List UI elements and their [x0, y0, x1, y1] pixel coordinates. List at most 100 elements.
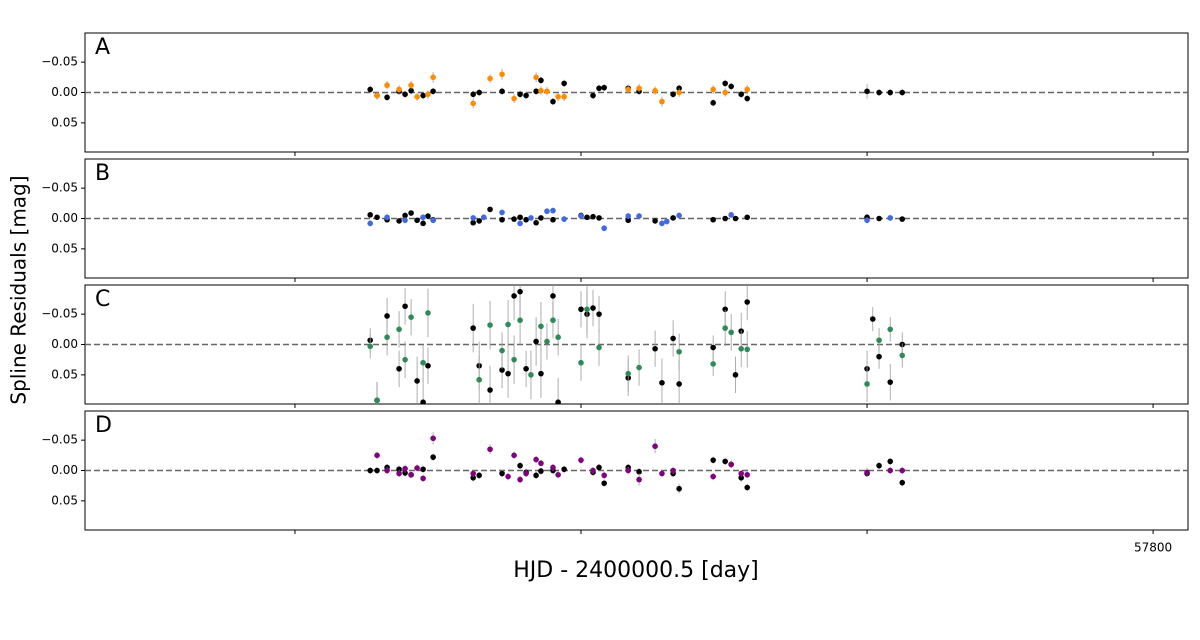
- data-point: [402, 212, 408, 219]
- data-point: [533, 88, 539, 95]
- data-point: [384, 334, 390, 341]
- data-point: [561, 466, 567, 473]
- data-point: [396, 86, 402, 93]
- data-point: [670, 215, 676, 221]
- data-point: [722, 215, 728, 222]
- data-point: [710, 216, 716, 223]
- data-point: [887, 379, 894, 385]
- plot-area: [85, 68, 1188, 109]
- data-point: [476, 89, 482, 96]
- data-point: [470, 91, 476, 98]
- data-point: [636, 213, 642, 219]
- data-point: [538, 460, 544, 467]
- data-point: [476, 218, 482, 224]
- data-point: [670, 467, 676, 474]
- data-point: [659, 379, 665, 386]
- plot-area: [85, 206, 1188, 232]
- data-point: [676, 89, 682, 96]
- data-point: [396, 470, 402, 477]
- data-point: [538, 370, 544, 377]
- data-point: [499, 347, 505, 354]
- data-point: [728, 212, 734, 218]
- data-point: [596, 311, 602, 317]
- data-point: [384, 467, 390, 474]
- y-tick-label: −0.05: [41, 307, 78, 321]
- data-point: [652, 218, 658, 224]
- data-point: [670, 91, 676, 98]
- data-point: [517, 462, 523, 469]
- data-point: [584, 306, 590, 313]
- data-point: [533, 74, 539, 81]
- data-point: [652, 443, 658, 450]
- data-point: [710, 100, 716, 106]
- data-point: [499, 209, 505, 216]
- data-point: [414, 465, 420, 471]
- data-point: [601, 225, 607, 232]
- data-point: [670, 335, 676, 342]
- data-point: [374, 452, 380, 459]
- data-point: [899, 89, 906, 96]
- data-point: [744, 214, 751, 221]
- data-point: [505, 370, 511, 377]
- data-point: [887, 458, 894, 465]
- data-point: [420, 92, 426, 99]
- data-point: [430, 454, 436, 460]
- data-point: [384, 214, 390, 221]
- data-point: [402, 91, 408, 98]
- data-point: [659, 220, 665, 227]
- data-point: [555, 399, 561, 404]
- data-point: [538, 323, 544, 330]
- data-point: [887, 215, 894, 221]
- data-point: [517, 214, 523, 221]
- data-point: [555, 93, 561, 100]
- data-point: [470, 215, 476, 221]
- data-point: [374, 467, 380, 474]
- data-point: [596, 85, 602, 92]
- data-point: [487, 206, 493, 213]
- data-point: [590, 305, 596, 311]
- data-point: [538, 87, 544, 94]
- data-point: [487, 75, 493, 82]
- data-point: [550, 317, 556, 324]
- data-point: [664, 218, 670, 225]
- data-point: [732, 372, 739, 378]
- data-point: [517, 317, 523, 324]
- panel-label: B: [95, 161, 110, 186]
- data-point: [710, 473, 716, 480]
- data-point: [728, 329, 734, 336]
- data-point: [744, 471, 751, 478]
- data-point: [402, 303, 408, 310]
- data-point: [899, 352, 906, 359]
- data-point: [408, 471, 414, 478]
- data-point: [864, 381, 870, 387]
- data-point: [414, 93, 420, 100]
- data-point: [710, 361, 716, 367]
- data-point: [367, 212, 373, 218]
- y-tick-label: 0.00: [51, 211, 78, 225]
- data-point: [420, 475, 426, 482]
- data-point: [402, 470, 408, 476]
- data-point: [676, 212, 682, 219]
- data-point: [374, 92, 380, 99]
- data-point: [555, 471, 561, 478]
- data-point: [676, 348, 682, 355]
- data-point: [578, 306, 584, 313]
- data-point: [499, 88, 505, 95]
- y-tick-label: 0.05: [51, 367, 78, 381]
- data-point: [899, 216, 906, 222]
- y-axis-label: Spline Residuals [mag]: [7, 175, 31, 404]
- data-point: [625, 370, 632, 377]
- data-point: [728, 83, 734, 90]
- data-point: [533, 338, 539, 345]
- data-point: [499, 71, 505, 78]
- data-point: [887, 89, 894, 96]
- data-point: [550, 293, 556, 299]
- data-point: [374, 214, 380, 221]
- data-point: [505, 321, 511, 328]
- data-point: [414, 217, 420, 224]
- data-point: [487, 322, 493, 328]
- data-point: [555, 334, 561, 341]
- data-point: [396, 466, 402, 473]
- data-point: [499, 367, 505, 373]
- y-tick-label: 0.05: [51, 115, 78, 129]
